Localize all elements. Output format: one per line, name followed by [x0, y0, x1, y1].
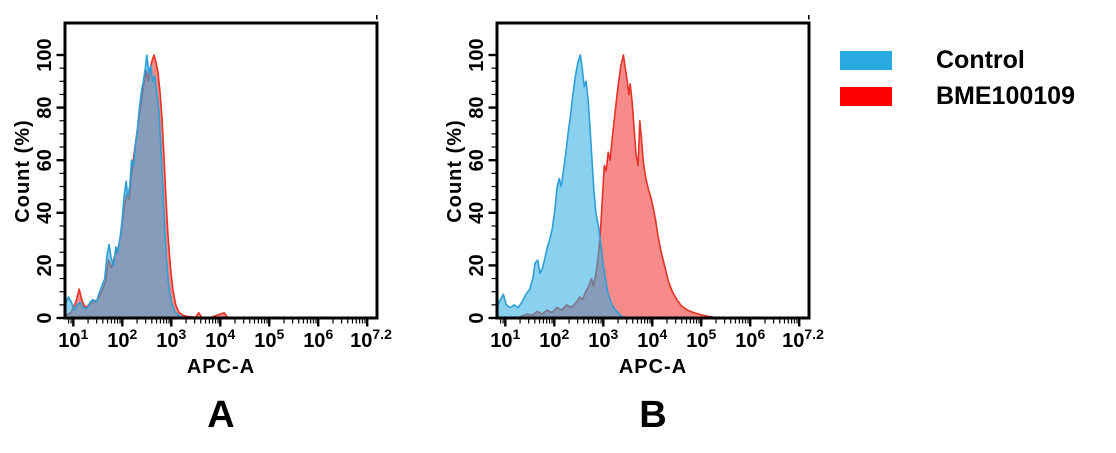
y-tick-label: 100 — [34, 38, 56, 71]
x-tick-label: 105 — [254, 326, 284, 352]
legend-row-control: Control — [840, 48, 1075, 73]
x-tick-label: 107.2 — [782, 326, 824, 352]
legend-row-bme100109: BME100109 — [840, 84, 1075, 109]
histograms — [498, 54, 720, 318]
corner-tick-artifact — [376, 15, 378, 20]
y-tick-label: 100 — [466, 38, 488, 71]
y-axis-label-panel-b: Count (%) — [444, 119, 466, 223]
x-tick-label: 106 — [735, 326, 765, 352]
y-tick-label: 0 — [466, 312, 488, 323]
corner-tick-artifact — [808, 15, 810, 20]
panel-a-plot: 101 102 103 104 105 106 107.2 0 20 40 60 80 100 — [34, 15, 392, 352]
x-tick-label: 103 — [156, 326, 186, 352]
plot-box — [63, 21, 379, 320]
histogram-control — [66, 54, 192, 318]
x-tick-label: 106 — [303, 326, 333, 352]
y-tick-label: 80 — [34, 96, 56, 118]
x-tick-label: 107.2 — [350, 326, 392, 352]
y-axis-label-panel-a: Count (%) — [12, 119, 34, 223]
legend-label-bme100109: BME100109 — [936, 82, 1075, 110]
y-tick-label: 0 — [34, 312, 56, 323]
y-tick-label: 60 — [34, 149, 56, 171]
histograms — [66, 54, 241, 318]
y-tick-label: 40 — [466, 202, 488, 224]
x-tick-label: 101 — [58, 326, 88, 352]
panel-b-plot: 101 102 103 104 105 106 107.2 0 20 40 60 80 100 — [466, 15, 824, 352]
panel-letter-b: B — [639, 394, 667, 436]
x-axis-label-panel-a: APC-A — [186, 356, 256, 378]
legend-swatch-bme100109 — [840, 87, 892, 106]
x-tick-label: 105 — [686, 326, 716, 352]
x-tick-label: 102 — [539, 326, 569, 352]
plot-box — [495, 21, 811, 320]
y-tick-label: 40 — [34, 202, 56, 224]
x-tick-label: 101 — [490, 326, 520, 352]
histogram-control — [498, 54, 627, 318]
legend-swatch-control — [840, 51, 892, 70]
legend-label-control: Control — [936, 46, 1025, 74]
x-tick-label: 104 — [205, 326, 235, 352]
x-tick-label: 103 — [588, 326, 618, 352]
panel-letter-a: A — [207, 394, 235, 436]
y-tick-label: 20 — [466, 254, 488, 276]
x-axis-label-panel-b: APC-A — [618, 356, 688, 378]
y-tick-label: 80 — [466, 96, 488, 118]
y-tick-label: 20 — [34, 254, 56, 276]
y-tick-label: 60 — [466, 149, 488, 171]
x-tick-label: 102 — [107, 326, 137, 352]
legend: Control BME100109 — [840, 48, 1075, 120]
x-tick-label: 104 — [637, 326, 667, 352]
